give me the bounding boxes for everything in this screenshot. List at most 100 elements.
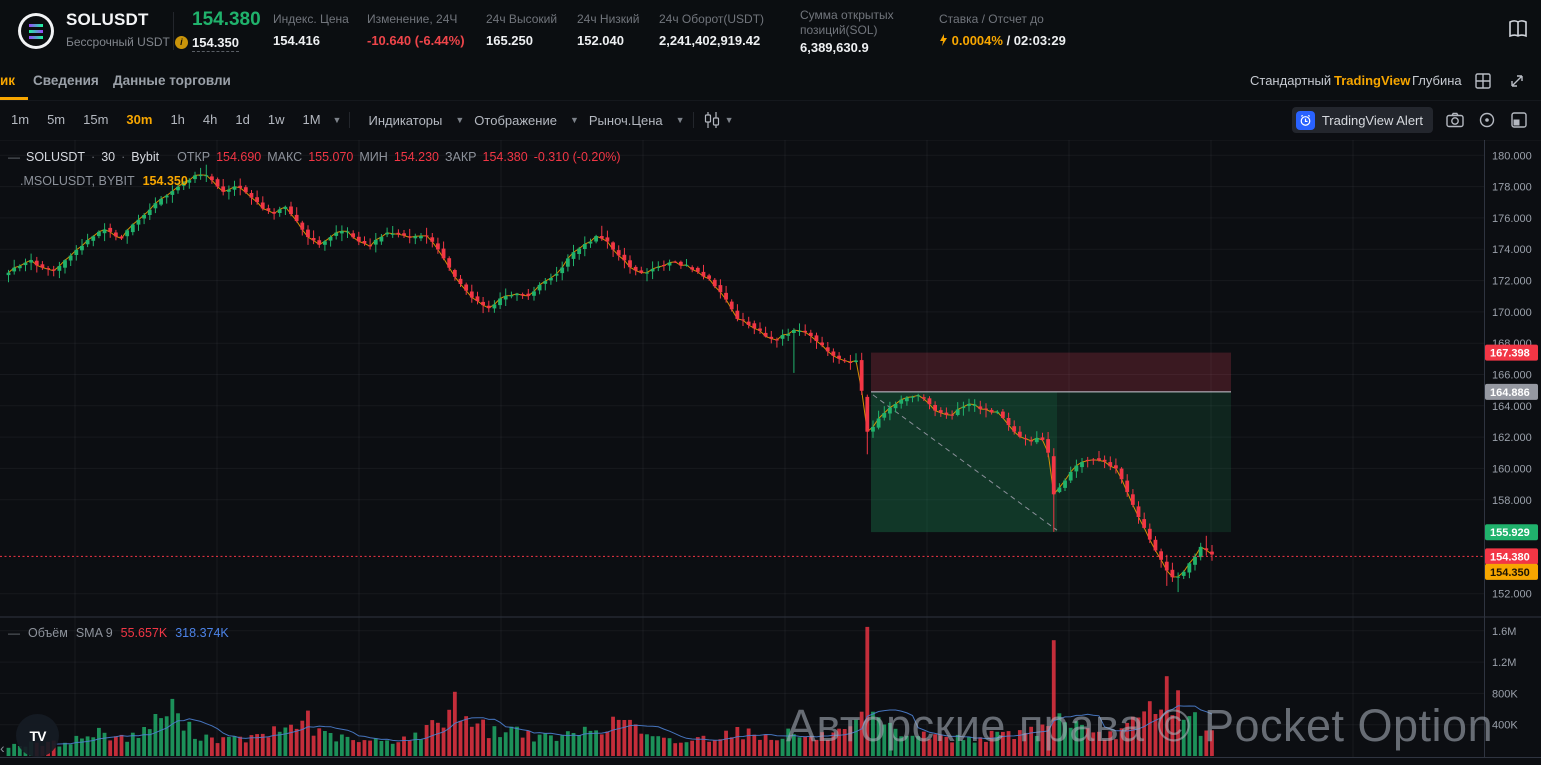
volume-sma-label: SMA 9 (75, 626, 113, 640)
interval-button-30m[interactable]: 30m (126, 112, 153, 127)
stat-low-24h: 24ч Низкий 152.040 (577, 12, 640, 48)
interval-button-15m[interactable]: 15m (83, 112, 109, 127)
funding-rate: 0.0004% (951, 33, 1003, 48)
svg-text:154.380: 154.380 (1490, 551, 1530, 563)
stat-open-interest: Сумма открытых позиций(SOL) 6,389,630.9 (800, 8, 894, 55)
chevron-down-icon[interactable]: ▼ (332, 115, 342, 125)
svg-text:1.2M: 1.2M (1492, 657, 1516, 669)
svg-text:154.350: 154.350 (1490, 567, 1530, 579)
grid-layout-icon[interactable] (1474, 72, 1492, 90)
candles-icon[interactable] (702, 111, 722, 129)
chevron-down-icon[interactable]: ▼ (455, 115, 465, 125)
info-icon[interactable]: i (174, 35, 188, 49)
svg-text:178.000: 178.000 (1492, 182, 1532, 194)
contract-type: Бессрочный USDT (66, 35, 170, 49)
alarm-clock-icon (1295, 110, 1315, 130)
divider (692, 112, 694, 128)
volume-title: Объём (28, 626, 68, 640)
menu-group: Индикаторы ▼ Отображение ▼ Рыноч.Цена ▼ (358, 113, 684, 128)
alert-button-label: TradingView Alert (1321, 112, 1423, 128)
solana-logo (18, 13, 54, 49)
tab-tradingview-chart[interactable]: TradingView (1334, 73, 1411, 88)
interval-button-1w[interactable]: 1w (267, 112, 285, 127)
tradingview-logo[interactable]: TV (16, 714, 59, 757)
last-price: 154.380 (192, 9, 261, 30)
svg-text:160.000: 160.000 (1492, 463, 1532, 475)
stat-funding-rate: Ставка / Отсчет до 0.0004% / 02:03:29 (939, 12, 1066, 48)
panel-collapse-icon[interactable]: ‹ (0, 740, 5, 756)
svg-text:164.000: 164.000 (1492, 401, 1532, 413)
chart-tabs-bar: ик Сведения Данные торговли Стандартный … (0, 62, 1541, 101)
index-series-legend: .MSOLUSDT, BYBIT 154.350 (20, 174, 188, 188)
legend-change: -0.310 (-0.20%) (533, 150, 621, 164)
mark-price[interactable]: 154.350 (192, 35, 239, 52)
interval-button-1M[interactable]: 1M (302, 112, 321, 127)
svg-text:152.000: 152.000 (1492, 589, 1532, 601)
tab-chart[interactable]: ик (0, 73, 16, 88)
legend-open: 154.690 (216, 150, 262, 164)
stat-index-price: Индекс. Цена 154.416 (273, 12, 349, 48)
chevron-down-icon[interactable]: ▼ (675, 115, 685, 125)
svg-text:180.000: 180.000 (1492, 150, 1532, 162)
expand-icon[interactable] (1508, 72, 1526, 90)
legend-high: 155.070 (308, 150, 354, 164)
interval-button-1d[interactable]: 1d (235, 112, 250, 127)
index-value: 154.350 (142, 174, 188, 188)
svg-text:174.000: 174.000 (1492, 244, 1532, 256)
volume-value-red: 55.657K (120, 626, 168, 640)
index-symbol: .MSOLUSDT, BYBIT (20, 174, 135, 188)
legend-toggle-icon[interactable]: — (8, 626, 20, 640)
watermark: Авторские права © Pocket Option (786, 700, 1494, 751)
svg-text:400K: 400K (1492, 720, 1518, 732)
tab-trading-data[interactable]: Данные торговли (113, 73, 231, 88)
svg-text:800K: 800K (1492, 688, 1518, 700)
target-icon[interactable] (1477, 110, 1497, 130)
lightning-icon (940, 34, 947, 46)
tradingview-alert-button[interactable]: TradingView Alert (1291, 107, 1433, 133)
svg-text:164.886: 164.886 (1490, 387, 1530, 399)
menu-рыноч-цена[interactable]: Рыноч.Цена (588, 112, 663, 128)
menu-индикаторы[interactable]: Индикаторы (368, 112, 443, 128)
tab-info[interactable]: Сведения (33, 73, 99, 88)
symbol-name[interactable]: SOLUSDT (66, 10, 149, 29)
tab-depth-chart[interactable]: Глубина (1412, 73, 1462, 88)
svg-text:1.6M: 1.6M (1492, 626, 1516, 638)
svg-text:155.929: 155.929 (1490, 527, 1530, 539)
volume-legend: — Объём SMA 9 55.657K 318.374K (8, 626, 229, 640)
divider (173, 12, 174, 50)
legend-close: 154.380 (482, 150, 528, 164)
chevron-down-icon[interactable]: ▼ (724, 115, 734, 125)
svg-text:176.000: 176.000 (1492, 213, 1532, 225)
instrument-header: SOLUSDT Бессрочный USDT i 154.380 154.35… (0, 0, 1541, 62)
volume-value-blue: 318.374K (175, 626, 229, 640)
legend-interval: 30 (101, 150, 116, 164)
open-book-icon[interactable] (1507, 18, 1529, 40)
legend-low: 154.230 (393, 150, 439, 164)
legend-exchange: Bybit (131, 150, 160, 164)
svg-text:170.000: 170.000 (1492, 307, 1532, 319)
interval-group: 1m 5m 15m 30m 1h 4h 1d 1w 1M (2, 100, 330, 140)
stat-turnover-24h: 24ч Оборот(USDT) 2,241,402,919.42 (659, 12, 765, 48)
stat-high-24h: 24ч Высокий 165.250 (486, 12, 558, 48)
interval-button-4h[interactable]: 4h (202, 112, 218, 127)
legend-symbol: SOLUSDT (26, 150, 86, 164)
active-tab-underline (0, 97, 28, 100)
menu-отображение[interactable]: Отображение (474, 112, 557, 128)
camera-icon[interactable] (1445, 110, 1465, 130)
interval-button-1h[interactable]: 1h (170, 112, 185, 127)
svg-text:172.000: 172.000 (1492, 276, 1532, 288)
funding-countdown: / 02:03:29 (1006, 33, 1066, 48)
chevron-down-icon[interactable]: ▼ (569, 115, 579, 125)
tab-standard-chart[interactable]: Стандартный (1250, 73, 1332, 88)
interval-button-5m[interactable]: 5m (47, 112, 66, 127)
svg-text:158.000: 158.000 (1492, 495, 1532, 507)
popout-icon[interactable] (1509, 110, 1529, 130)
chart-toolbar: 1m 5m 15m 30m 1h 4h 1d 1w 1M ▼ Индикаторы ▼ Отобра… (0, 100, 1541, 141)
svg-text:167.398: 167.398 (1490, 348, 1530, 360)
interval-button-1m[interactable]: 1m (11, 112, 30, 127)
legend-toggle-icon[interactable]: — (8, 150, 20, 164)
svg-text:162.000: 162.000 (1492, 432, 1532, 444)
stat-change-24h: Изменение, 24Ч -10.640 (-6.44%) (367, 12, 465, 48)
